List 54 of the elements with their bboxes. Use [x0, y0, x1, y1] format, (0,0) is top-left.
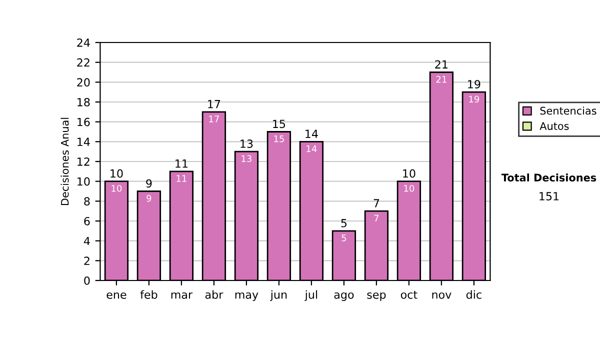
y-tick-label: 24	[77, 38, 90, 47]
y-tick-label: 2	[84, 256, 90, 265]
total-label: 11	[176, 160, 188, 168]
text: 151	[540, 192, 559, 200]
legend-label: Sentencias	[540, 106, 596, 115]
data-label: 7	[374, 214, 379, 222]
total-label: 17	[208, 100, 220, 108]
legend-label: Autos	[540, 122, 569, 130]
x-tick-label: jun	[270, 290, 287, 301]
total-label: 10	[110, 169, 123, 178]
total-label: 21	[435, 60, 448, 68]
y-tick-label: 10	[78, 177, 90, 186]
total-label: 5	[341, 219, 347, 228]
y-tick-label: 6	[84, 216, 90, 226]
y-axis-title: Decisiones Anual	[60, 118, 69, 206]
y-tick-label: 0	[84, 276, 90, 285]
y-tick-label: 22	[77, 58, 90, 67]
x-tick-label: jul	[304, 290, 318, 301]
total-label: 10	[403, 169, 416, 178]
text: Total Decisiones	[501, 173, 596, 182]
data-label: 19	[469, 96, 480, 103]
x-tick-label: ene	[106, 292, 126, 299]
y-tick-label: 20	[77, 78, 90, 87]
data-label: 5	[342, 234, 346, 242]
total-label: 7	[374, 199, 380, 208]
data-label: 15	[274, 136, 284, 142]
total-label: 19	[468, 80, 480, 88]
x-tick-label: oct	[400, 290, 418, 299]
total-label: 9	[146, 179, 152, 188]
total-label: 15	[273, 120, 286, 128]
x-tick-label: feb	[140, 290, 158, 299]
data-label: 11	[176, 175, 186, 182]
x-tick-label: may	[235, 292, 258, 301]
x-tick-label: mar	[171, 292, 193, 299]
x-tick-label: abr	[205, 290, 224, 299]
data-label: 13	[242, 155, 252, 162]
x-tick-label: ago	[334, 292, 354, 301]
data-label: 17	[209, 116, 219, 122]
data-label: 10	[112, 184, 122, 192]
data-label: 21	[436, 76, 446, 83]
total-label: 14	[306, 130, 318, 138]
data-label: 9	[146, 194, 152, 202]
total-label: 13	[240, 140, 253, 148]
y-tick-label: 4	[84, 236, 90, 246]
x-tick-label: nov	[432, 292, 452, 299]
data-label: 14	[306, 145, 317, 152]
x-tick-label: dic	[466, 290, 482, 299]
y-tick-label: 12	[78, 157, 90, 166]
x-tick-label: sep	[367, 292, 386, 301]
y-tick-label: 14	[78, 138, 90, 146]
data-label: 10	[404, 184, 414, 192]
y-tick-label: 18	[78, 98, 90, 106]
y-tick-label: 16	[78, 118, 90, 126]
y-tick-label: 8	[84, 197, 90, 206]
